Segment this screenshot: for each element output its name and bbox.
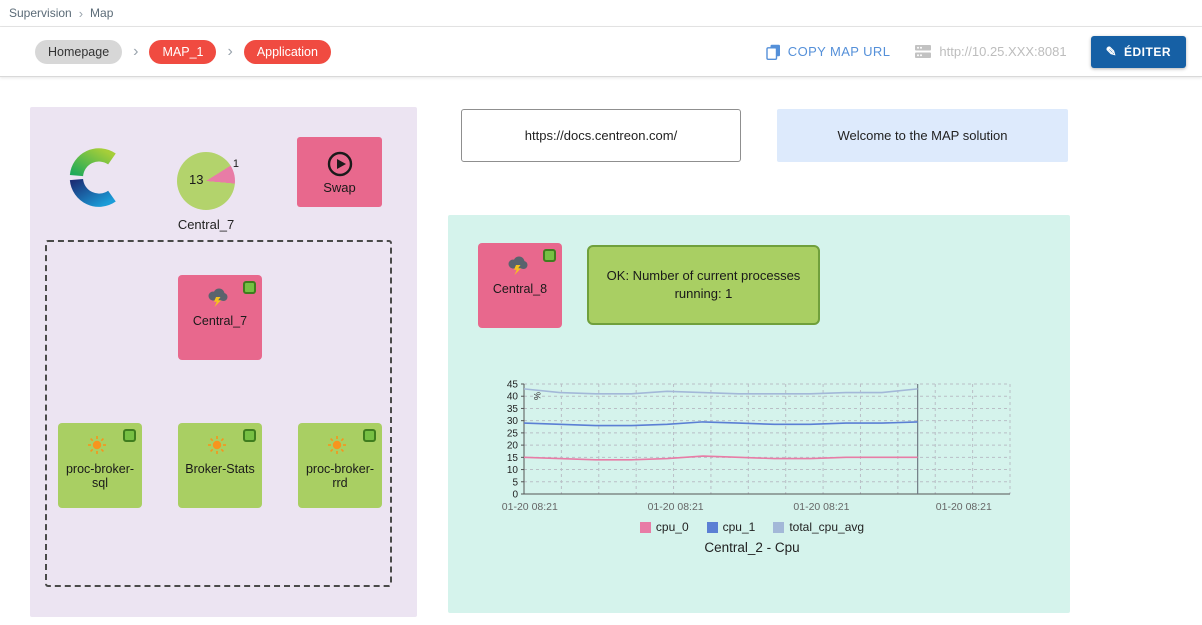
breadcrumb-chevron-icon — [227, 44, 232, 60]
welcome-text: Welcome to the MAP solution — [837, 128, 1008, 143]
svg-text:01-20 08:21: 01-20 08:21 — [648, 501, 704, 512]
svg-text:15: 15 — [507, 453, 519, 464]
node-label: Broker-Stats — [185, 462, 255, 476]
svg-text:25: 25 — [507, 428, 519, 439]
edit-button-label: ÉDITER — [1123, 44, 1171, 59]
legend-item-cpu_1: cpu_1 — [706, 520, 755, 534]
top-breadcrumb: Supervision Map — [0, 0, 1202, 27]
svg-text:10: 10 — [507, 465, 519, 476]
svg-text:40: 40 — [507, 392, 519, 403]
node-proc-broker-rrd[interactable]: proc-broker-rrd — [298, 423, 382, 508]
legend-item-cpu_0: cpu_0 — [639, 520, 689, 534]
chart-title: Central_2 - Cpu — [704, 540, 800, 555]
edit-button[interactable]: ÉDITER — [1090, 35, 1186, 68]
legend-item-total_cpu_avg: total_cpu_avg — [773, 520, 864, 534]
breadcrumb-supervision[interactable]: Supervision — [9, 6, 72, 20]
node-broker-stats[interactable]: Broker-Stats — [178, 423, 262, 508]
status-ok-square — [543, 249, 556, 262]
crumb-map1[interactable]: MAP_1 — [149, 39, 217, 64]
server-icon — [915, 45, 932, 58]
availability-pie: 13 1 — [177, 152, 239, 210]
svg-text:%: % — [532, 392, 542, 400]
status-ok-square — [123, 429, 136, 442]
svg-text:30: 30 — [507, 416, 519, 427]
map-breadcrumb: Homepage MAP_1 Application — [35, 39, 331, 64]
copy-map-url-button[interactable]: COPY MAP URL — [766, 44, 891, 60]
svg-text:0: 0 — [512, 490, 518, 501]
storm-cloud-icon — [508, 256, 528, 275]
breadcrumb-chevron-icon — [133, 44, 138, 60]
status-ok-square — [243, 429, 256, 442]
map-toolbar: Homepage MAP_1 Application COPY MAP URL — [0, 27, 1202, 77]
svg-text:01-20 08:21: 01-20 08:21 — [936, 501, 992, 512]
pencil-icon — [1106, 44, 1117, 60]
sun-icon — [208, 436, 226, 454]
sun-icon — [88, 436, 106, 454]
node-label: Swap — [323, 179, 356, 195]
node-swap[interactable]: Swap — [297, 137, 382, 207]
pie-slice-label: 1 — [232, 158, 239, 170]
svg-text:01-20 08:21: 01-20 08:21 — [502, 501, 558, 512]
status-output-box: OK: Number of current processes running:… — [587, 245, 820, 325]
svg-text:20: 20 — [507, 441, 519, 452]
group-container — [45, 240, 392, 587]
chart-legend: cpu_0 cpu_1 total_cpu_avg — [478, 520, 1026, 534]
server-url: http://10.25.XXX:8081 — [914, 44, 1067, 59]
node-label: Central_7 — [192, 314, 248, 328]
node-label: Central_8 — [492, 282, 548, 296]
status-output-text: OK: Number of current processes running:… — [606, 267, 801, 301]
centreon-logo — [69, 148, 116, 207]
svg-text:45: 45 — [507, 380, 519, 391]
node-proc-broker-sql[interactable]: proc-broker-sql — [58, 423, 142, 508]
right-map-container: Central_8 OK: Number of current processe… — [448, 215, 1070, 613]
play-icon — [327, 151, 352, 176]
copy-icon — [766, 44, 780, 60]
crumb-application[interactable]: Application — [243, 39, 331, 64]
server-url-text: http://10.25.XXX:8081 — [939, 44, 1067, 59]
gauge-widget[interactable]: 13 1 Central_7 — [146, 152, 266, 232]
sun-icon — [328, 436, 346, 454]
node-label: proc-broker-sql — [65, 462, 135, 491]
breadcrumb-chevron-icon — [79, 6, 83, 21]
copy-map-url-label: COPY MAP URL — [787, 44, 891, 59]
welcome-widget: Welcome to the MAP solution — [777, 109, 1068, 162]
left-map-container: 13 1 Central_7 Swap — [30, 107, 417, 617]
docs-link-widget[interactable]: https://docs.centreon.com/ — [461, 109, 741, 162]
breadcrumb-map[interactable]: Map — [90, 6, 114, 20]
status-ok-square — [363, 429, 376, 442]
toolbar-actions: COPY MAP URL http://10.25.XXX:8081 ÉDITE… — [766, 35, 1186, 68]
node-central7[interactable]: Central_7 — [178, 275, 262, 360]
node-central8[interactable]: Central_8 — [478, 243, 562, 328]
status-ok-square — [243, 281, 256, 294]
svg-text:5: 5 — [512, 477, 518, 488]
node-label: proc-broker-rrd — [305, 462, 375, 491]
gauge-caption: Central_7 — [177, 217, 235, 232]
crumb-homepage[interactable]: Homepage — [35, 39, 123, 64]
pie-value: 13 — [189, 172, 204, 187]
svg-text:35: 35 — [507, 404, 519, 415]
docs-url-text: https://docs.centreon.com/ — [524, 128, 678, 143]
storm-cloud-icon — [208, 288, 228, 307]
svg-text:01-20 08:21: 01-20 08:21 — [793, 501, 849, 512]
cpu-chart-widget[interactable]: 0 5 10 15 20 25 30 35 40 45 01-20 08:21 01-20 08:21… — [478, 375, 1026, 555]
